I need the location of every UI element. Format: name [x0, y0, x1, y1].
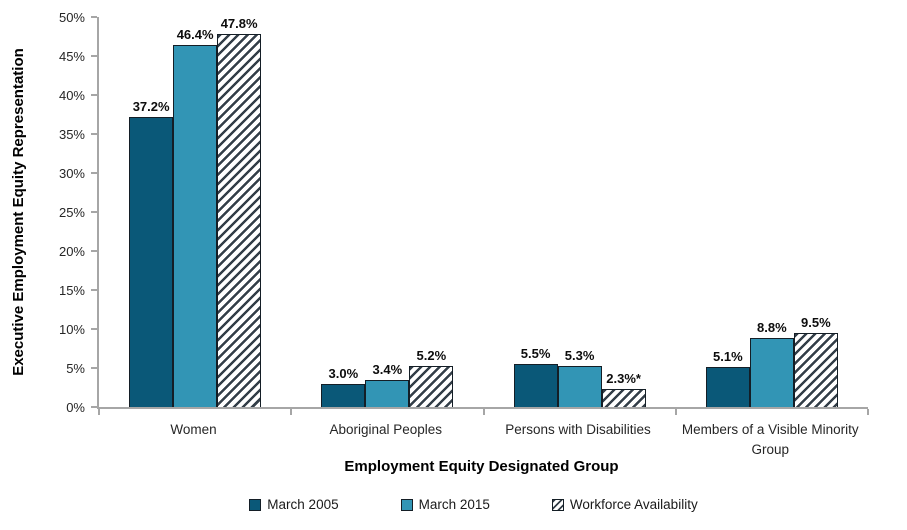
bar-group: 3.0% 3.4% 5.2% [291, 17, 483, 407]
legend-label: March 2005 [267, 497, 339, 512]
bar-value-label: 5.3% [564, 347, 595, 363]
x-axis-title: Employment Equity Designated Group [344, 458, 619, 475]
bar: 2.3%* [601, 371, 646, 407]
y-tick-label: 5% [66, 361, 85, 376]
x-tick-mark [290, 409, 293, 415]
bar: 47.8% [217, 16, 262, 407]
bar: 8.8% [749, 320, 794, 407]
bar: 3.4% [365, 362, 410, 407]
x-category-label: Aboriginal Peoples [329, 422, 443, 437]
bar-value-label: 37.2% [132, 98, 170, 114]
bar-group: 5.5% 5.3% 2.3%* [484, 17, 676, 407]
bar: 37.2% [129, 99, 174, 407]
bar-groups: 37.2% 46.4% 47.8% 3.0% 3.4% 5.2% 5.5% 5.3% 2.3%*… [99, 16, 868, 407]
y-tick-mark [91, 16, 97, 18]
legend-swatch-icon [551, 498, 564, 511]
x-category-label: Persons with Disabilities [505, 422, 651, 437]
y-tick-label: 35% [58, 127, 85, 142]
bar-value-label: 46.4% [176, 27, 214, 43]
y-axis-title: Executive Employment Equity Representati… [10, 48, 27, 376]
y-tick-mark [91, 367, 97, 369]
legend-label: Workforce Availability [569, 497, 698, 512]
y-tick-label: 30% [58, 166, 85, 181]
y-tick-mark [91, 172, 97, 174]
bar-value-label: 9.5% [801, 314, 831, 330]
bar-value-label: 2.3%* [606, 371, 641, 387]
y-tick-mark [91, 55, 97, 57]
y-tick-label: 50% [58, 10, 85, 25]
legend-item: Workforce Availability [551, 497, 698, 512]
y-tick-label: 20% [58, 244, 85, 259]
y-tick-label: 0% [66, 400, 85, 415]
bar-value-label: 5.2% [416, 348, 447, 364]
y-tick-label: 15% [58, 283, 85, 298]
y-tick-mark [91, 211, 97, 213]
y-tick-mark [91, 406, 97, 408]
plot-area: 0% 5% 10% 15% 20% 25% 30% 35% 40% 45% 50% 37.2% 46.… [59, 10, 869, 415]
bar: 9.5% [793, 315, 838, 407]
bar-value-label: 47.8% [220, 16, 258, 32]
bar-group: 37.2% 46.4% 47.8% [99, 16, 291, 407]
bar: 3.0% [321, 366, 366, 407]
bar: 5.1% [705, 349, 750, 407]
legend-label: March 2015 [418, 497, 490, 512]
bar-value-label: 5.1% [713, 349, 743, 365]
x-tick-mark [674, 409, 677, 415]
y-tick-label: 10% [58, 322, 85, 337]
x-tick-mark [98, 409, 100, 415]
y-tick-label: 25% [58, 205, 85, 220]
x-tick-mark [867, 409, 869, 415]
x-tick-mark [482, 409, 485, 415]
x-category-label: Women [170, 422, 217, 437]
bar-value-label: 5.5% [520, 346, 551, 362]
legend-swatch-icon [249, 498, 262, 511]
bar: 5.2% [409, 348, 454, 407]
bar-group: 5.1% 8.8% 9.5% [676, 17, 868, 407]
bar: 46.4% [173, 27, 218, 407]
bar-value-label: 3.0% [328, 365, 359, 381]
y-tick-label: 45% [58, 49, 85, 64]
legend-item: March 2005 [249, 497, 339, 512]
legend-item: March 2015 [400, 497, 490, 512]
bar-value-label: 3.4% [372, 362, 403, 378]
y-tick-mark [91, 289, 97, 291]
y-tick-mark [91, 328, 97, 330]
legend-swatch-icon [400, 498, 413, 511]
bar-value-label: 8.8% [757, 320, 787, 336]
y-tick-mark [91, 94, 97, 96]
bar: 5.5% [513, 346, 558, 407]
y-tick-label: 40% [58, 88, 85, 103]
y-tick-mark [91, 133, 97, 135]
bar: 5.3% [557, 348, 602, 407]
x-category-label: Members of a Visible Minority Group [681, 422, 859, 457]
legend: March 2005 March 2015 Workforce Availabili… [40, 497, 907, 512]
y-tick-mark [91, 250, 97, 252]
